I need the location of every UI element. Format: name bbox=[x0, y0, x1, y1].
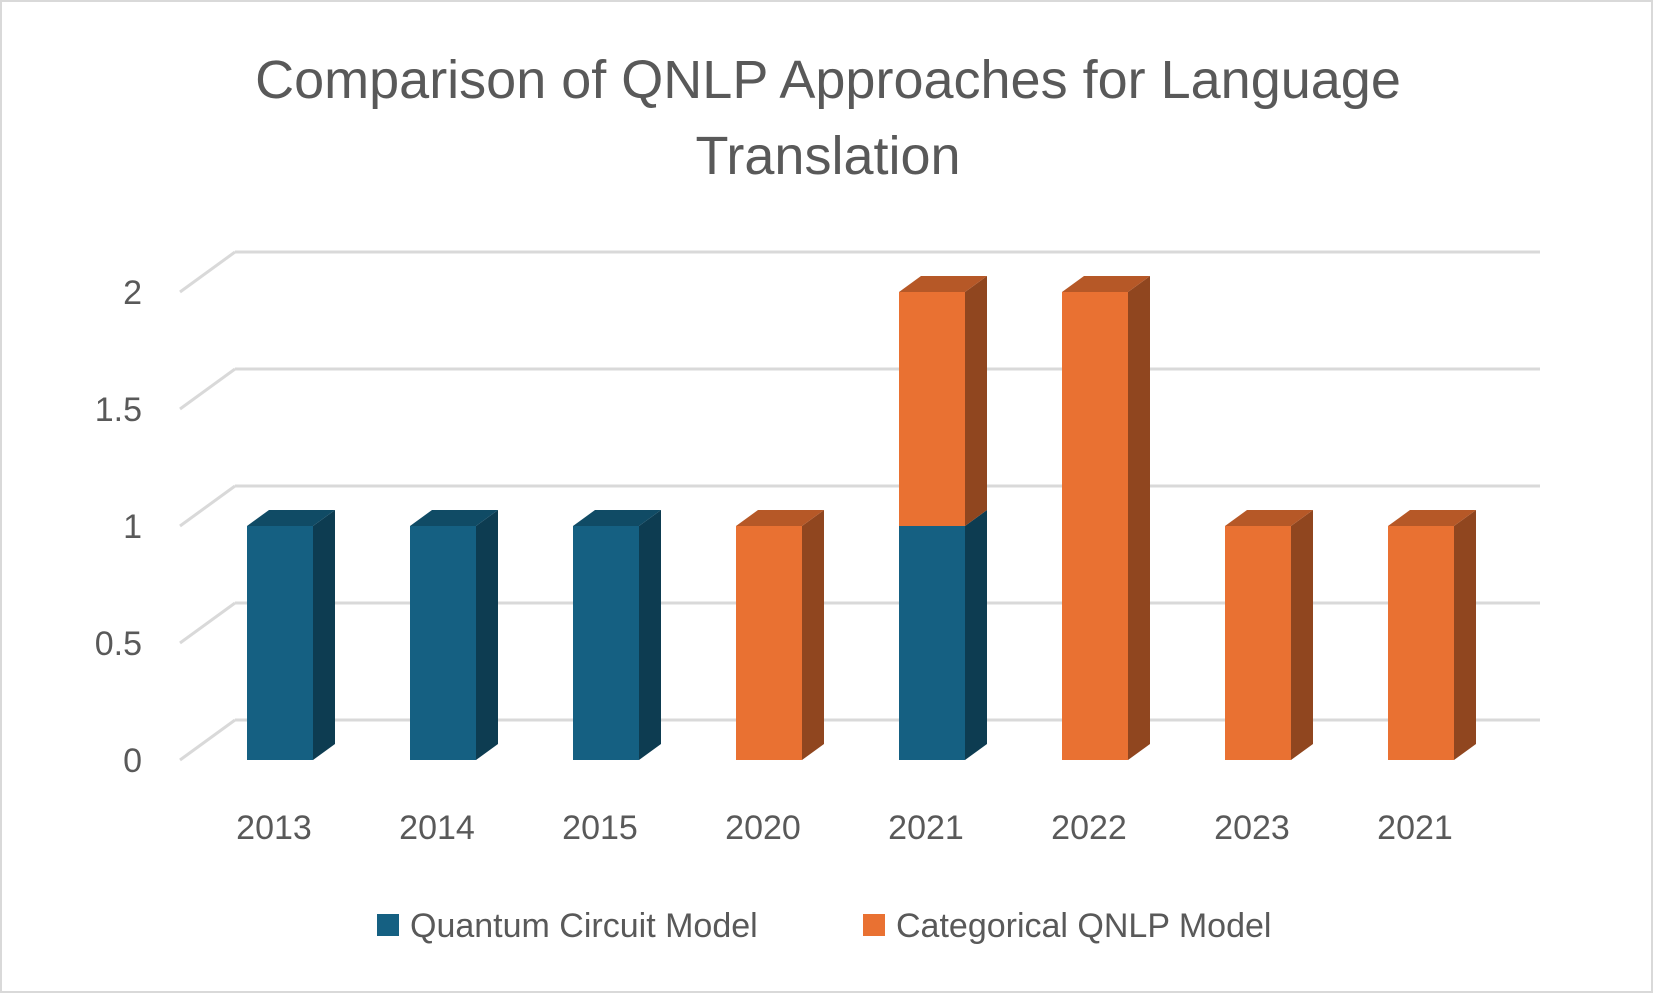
bar-front-face bbox=[573, 526, 639, 760]
bar-top-face bbox=[1225, 510, 1313, 526]
legend-label: Categorical QNLP Model bbox=[896, 907, 1271, 945]
bar-side-face bbox=[1128, 276, 1150, 760]
x-tick-label: 2021 bbox=[1377, 809, 1453, 847]
bar-segment bbox=[1388, 510, 1476, 760]
bar-segment bbox=[247, 510, 335, 760]
y-tick-label: 1 bbox=[123, 508, 142, 546]
bar-front-face bbox=[899, 292, 965, 526]
gridline-wall bbox=[179, 250, 236, 294]
bar-side-face bbox=[1454, 510, 1476, 760]
bar-front-face bbox=[1062, 292, 1128, 760]
gridline-wall bbox=[179, 718, 236, 762]
chart-title-line: Comparison of QNLP Approaches for Langua… bbox=[255, 50, 1401, 110]
x-tick-label: 2020 bbox=[725, 809, 801, 847]
bar-side-face bbox=[1291, 510, 1313, 760]
gridline-wall bbox=[179, 484, 236, 528]
bar-segment bbox=[573, 510, 661, 760]
bar-front-face bbox=[247, 526, 313, 760]
bar-front-face bbox=[410, 526, 476, 760]
bar-front-face bbox=[736, 526, 802, 760]
gridline-wall bbox=[179, 601, 236, 645]
x-tick-label: 2023 bbox=[1214, 809, 1290, 847]
x-tick-label: 2021 bbox=[888, 809, 964, 847]
bar-side-face bbox=[313, 510, 335, 760]
bar-front-face bbox=[1225, 526, 1291, 760]
bar-side-face bbox=[802, 510, 824, 760]
y-tick-label: 0.5 bbox=[95, 625, 142, 663]
bar-front-face bbox=[899, 526, 965, 760]
bar-front-face bbox=[1388, 526, 1454, 760]
bar-segment bbox=[1062, 276, 1150, 760]
bar-top-face bbox=[247, 510, 335, 526]
bar-top-face bbox=[1062, 276, 1150, 292]
bar-segment bbox=[1225, 510, 1313, 760]
bar-top-face bbox=[573, 510, 661, 526]
y-tick-label: 2 bbox=[123, 274, 142, 312]
bar-side-face bbox=[965, 276, 987, 526]
y-tick-label: 1.5 bbox=[95, 391, 142, 429]
x-tick-label: 2014 bbox=[399, 809, 475, 847]
bar-segment bbox=[736, 510, 824, 760]
x-tick-label: 2015 bbox=[562, 809, 638, 847]
bar-side-face bbox=[476, 510, 498, 760]
bar-segment bbox=[410, 510, 498, 760]
chart-title-line: Translation bbox=[695, 126, 960, 186]
bar-top-face bbox=[899, 276, 987, 292]
legend-swatch bbox=[863, 914, 885, 936]
bar-top-face bbox=[1388, 510, 1476, 526]
legend-label: Quantum Circuit Model bbox=[410, 907, 758, 945]
gridline-wall bbox=[179, 367, 236, 411]
x-tick-label: 2022 bbox=[1051, 809, 1127, 847]
bar-side-face bbox=[965, 510, 987, 760]
legend-swatch bbox=[377, 914, 399, 936]
x-tick-label: 2013 bbox=[236, 809, 312, 847]
legend-item[interactable]: Categorical QNLP Model bbox=[863, 907, 1271, 945]
bar-side-face bbox=[639, 510, 661, 760]
bar-top-face bbox=[410, 510, 498, 526]
legend-item[interactable]: Quantum Circuit Model bbox=[377, 907, 758, 945]
bar-segment bbox=[899, 276, 987, 526]
bar-segment bbox=[899, 510, 987, 760]
bar-top-face bbox=[736, 510, 824, 526]
y-tick-label: 0 bbox=[123, 742, 142, 780]
